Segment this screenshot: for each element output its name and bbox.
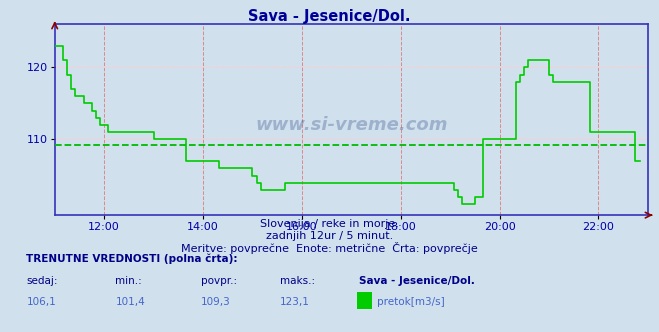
Text: 123,1: 123,1 [280,297,310,307]
Text: pretok[m3/s]: pretok[m3/s] [377,297,445,307]
Text: Meritve: povprečne  Enote: metrične  Črta: povprečje: Meritve: povprečne Enote: metrične Črta:… [181,242,478,254]
Text: Slovenija / reke in morje.: Slovenija / reke in morje. [260,219,399,229]
Text: Sava - Jesenice/Dol.: Sava - Jesenice/Dol. [359,276,475,286]
Text: min.:: min.: [115,276,142,286]
Text: www.si-vreme.com: www.si-vreme.com [255,117,447,134]
Text: TRENUTNE VREDNOSTI (polna črta):: TRENUTNE VREDNOSTI (polna črta): [26,254,238,265]
Text: 106,1: 106,1 [26,297,56,307]
Text: zadnjih 12ur / 5 minut.: zadnjih 12ur / 5 minut. [266,231,393,241]
Text: povpr.:: povpr.: [201,276,237,286]
Text: Sava - Jesenice/Dol.: Sava - Jesenice/Dol. [248,9,411,24]
Text: 109,3: 109,3 [201,297,231,307]
Text: maks.:: maks.: [280,276,315,286]
Text: 101,4: 101,4 [115,297,145,307]
Text: sedaj:: sedaj: [26,276,58,286]
